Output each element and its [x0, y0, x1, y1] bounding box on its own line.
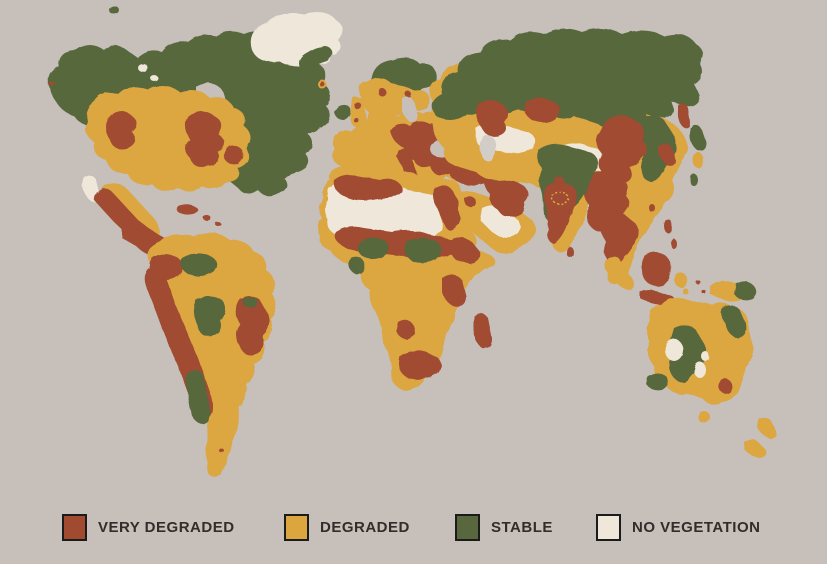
chile-green — [185, 370, 211, 424]
north-china — [596, 115, 647, 185]
nile — [433, 185, 462, 231]
region-southeast-asia — [604, 204, 706, 305]
legend-label-very-degraded: VERY DEGRADED — [98, 518, 235, 536]
empty-quarter — [480, 205, 521, 238]
east-africa — [442, 274, 466, 307]
iberia — [332, 144, 376, 173]
caspian-sea — [480, 135, 496, 161]
world-map — [48, 6, 777, 477]
italy — [396, 148, 418, 180]
legend-item-very-degraded: VERY DEGRADED — [62, 511, 235, 543]
horn — [449, 237, 481, 264]
korea — [658, 143, 676, 167]
japan — [690, 125, 706, 151]
east-brazil — [235, 296, 270, 355]
tasmania — [698, 411, 710, 423]
legend-label-no-vegetation: NO VEGETATION — [632, 518, 761, 536]
map-legend: VERY DEGRADED DEGRADED STABLE NO VEGETAT… — [0, 511, 827, 551]
mexico — [93, 188, 176, 256]
world-map-container — [48, 6, 777, 477]
iceland — [299, 46, 333, 71]
sumatra — [604, 257, 635, 290]
borneo — [641, 252, 672, 287]
region-africa — [317, 165, 495, 391]
sri-lanka — [566, 246, 574, 258]
faroe — [317, 79, 327, 89]
region-oceania — [646, 280, 777, 458]
region-north-america — [48, 6, 331, 256]
legend-swatch-very-degraded — [62, 513, 87, 541]
madagascar — [474, 313, 492, 349]
legend-item-stable: STABLE — [455, 511, 553, 543]
baltic-sea — [402, 96, 418, 123]
region-asia — [429, 28, 706, 287]
philippines — [664, 219, 672, 233]
legend-swatch-degraded — [284, 513, 309, 541]
legend-swatch-stable — [455, 513, 480, 541]
new-zealand — [757, 417, 777, 438]
iran — [484, 175, 528, 218]
legend-item-no-vegetation: NO VEGETATION — [596, 511, 760, 543]
ireland — [334, 104, 351, 120]
cape — [399, 350, 442, 380]
indochina — [598, 210, 639, 265]
atlas-coast — [333, 174, 403, 201]
taiwan — [649, 204, 655, 212]
legend-label-degraded: DEGRADED — [320, 518, 410, 536]
sulawesi — [674, 272, 688, 288]
legend-item-degraded: DEGRADED — [284, 511, 410, 543]
legend-label-stable: STABLE — [491, 518, 553, 536]
region-south-america — [144, 232, 276, 477]
legend-swatch-no-vegetation — [596, 513, 621, 541]
caribbean — [177, 204, 198, 215]
